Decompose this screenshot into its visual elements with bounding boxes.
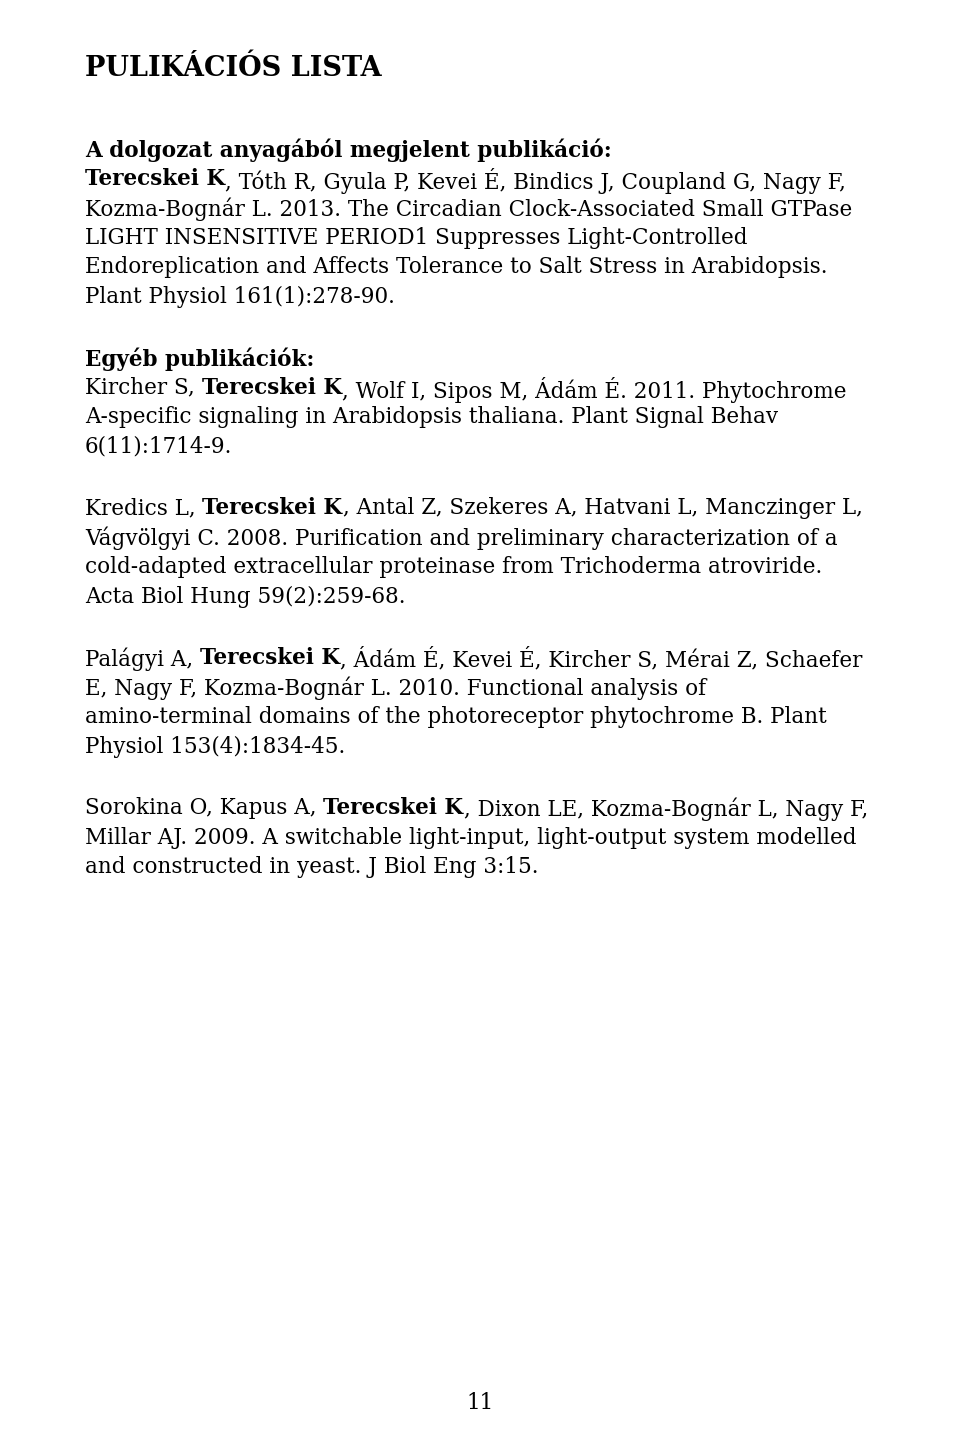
Text: Vágvölgyi C. 2008. Purification and preliminary characterization of a: Vágvölgyi C. 2008. Purification and prel… [85, 527, 838, 550]
Text: Terecskei K: Terecskei K [202, 376, 342, 399]
Text: , Ádám É, Kevei É, Kircher S, Mérai Z, Schaefer: , Ádám É, Kevei É, Kircher S, Mérai Z, S… [340, 647, 862, 671]
Text: Egyéb publikációk:: Egyéb publikációk: [85, 347, 314, 370]
Text: Kozma-Bognár L. 2013. The Circadian Clock-Associated Small GTPase: Kozma-Bognár L. 2013. The Circadian Cloc… [85, 197, 852, 221]
Text: Terecskei K: Terecskei K [85, 168, 226, 190]
Text: Millar AJ. 2009. A switchable light-input, light-output system modelled: Millar AJ. 2009. A switchable light-inpu… [85, 826, 856, 849]
Text: Endoreplication and Affects Tolerance to Salt Stress in Arabidopsis.: Endoreplication and Affects Tolerance to… [85, 256, 828, 278]
Text: LIGHT INSENSITIVE PERIOD1 Suppresses Light-Controlled: LIGHT INSENSITIVE PERIOD1 Suppresses Lig… [85, 227, 748, 249]
Text: and constructed in yeast. J Biol Eng 3:15.: and constructed in yeast. J Biol Eng 3:1… [85, 857, 539, 878]
Text: Terecskei K: Terecskei K [324, 797, 464, 819]
Text: Physiol 153(4):1834-45.: Physiol 153(4):1834-45. [85, 737, 346, 758]
Text: Terecskei K: Terecskei K [200, 647, 340, 670]
Text: PULIKÁCIÓS LISTA: PULIKÁCIÓS LISTA [85, 55, 382, 82]
Text: 6(11):1714-9.: 6(11):1714-9. [85, 436, 232, 457]
Text: Acta Biol Hung 59(2):259-68.: Acta Biol Hung 59(2):259-68. [85, 586, 405, 608]
Text: 11: 11 [467, 1392, 493, 1414]
Text: E, Nagy F, Kozma-Bognár L. 2010. Functional analysis of: E, Nagy F, Kozma-Bognár L. 2010. Functio… [85, 677, 707, 700]
Text: , Dixon LE, Kozma-Bognár L, Nagy F,: , Dixon LE, Kozma-Bognár L, Nagy F, [464, 797, 868, 820]
Text: Kircher S,: Kircher S, [85, 376, 202, 399]
Text: A dolgozat anyagából megjelent publikáció:: A dolgozat anyagából megjelent publikáci… [85, 139, 612, 162]
Text: Sorokina O, Kapus A,: Sorokina O, Kapus A, [85, 797, 324, 819]
Text: Plant Physiol 161(1):278-90.: Plant Physiol 161(1):278-90. [85, 287, 395, 308]
Text: , Tóth R, Gyula P, Kevei É, Bindics J, Coupland G, Nagy F,: , Tóth R, Gyula P, Kevei É, Bindics J, C… [226, 168, 846, 194]
Text: cold-adapted extracellular proteinase from Trichoderma atroviride.: cold-adapted extracellular proteinase fr… [85, 557, 823, 579]
Text: Terecskei K: Terecskei K [203, 498, 343, 519]
Text: amino-terminal domains of the photoreceptor phytochrome B. Plant: amino-terminal domains of the photorecep… [85, 706, 827, 728]
Text: Kredics L,: Kredics L, [85, 498, 203, 519]
Text: A-specific signaling in Arabidopsis thaliana. Plant Signal Behav: A-specific signaling in Arabidopsis thal… [85, 407, 779, 428]
Text: Palágyi A,: Palágyi A, [85, 647, 200, 671]
Text: , Wolf I, Sipos M, Ádám É. 2011. Phytochrome: , Wolf I, Sipos M, Ádám É. 2011. Phytoch… [342, 376, 847, 402]
Text: , Antal Z, Szekeres A, Hatvani L, Manczinger L,: , Antal Z, Szekeres A, Hatvani L, Manczi… [343, 498, 862, 519]
